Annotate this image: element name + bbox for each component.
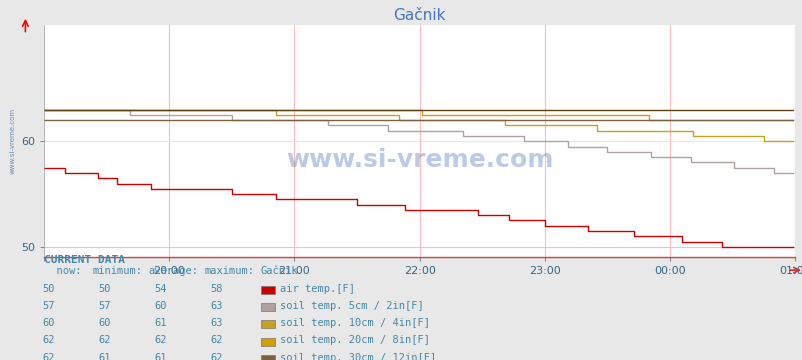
Text: 62: 62 [210, 336, 223, 346]
Text: air temp.[F]: air temp.[F] [280, 284, 354, 294]
Text: 61: 61 [154, 318, 167, 328]
Text: 58: 58 [210, 284, 223, 294]
Text: 62: 62 [98, 336, 111, 346]
Text: 62: 62 [210, 353, 223, 360]
Text: www.si-vreme.com: www.si-vreme.com [10, 108, 15, 174]
Text: soil temp. 30cm / 12in[F]: soil temp. 30cm / 12in[F] [280, 353, 436, 360]
Text: 62: 62 [42, 353, 55, 360]
Title: Gačnik: Gačnik [393, 8, 445, 23]
Text: 60: 60 [42, 318, 55, 328]
Text: soil temp. 5cm / 2in[F]: soil temp. 5cm / 2in[F] [280, 301, 423, 311]
Text: 61: 61 [98, 353, 111, 360]
Text: minimum:: minimum: [92, 266, 142, 276]
Text: 60: 60 [98, 318, 111, 328]
Text: 57: 57 [98, 301, 111, 311]
Text: maximum:: maximum: [205, 266, 254, 276]
Text: www.si-vreme.com: www.si-vreme.com [286, 148, 553, 172]
Text: 62: 62 [154, 336, 167, 346]
Text: 50: 50 [98, 284, 111, 294]
Text: soil temp. 10cm / 4in[F]: soil temp. 10cm / 4in[F] [280, 318, 430, 328]
Text: CURRENT DATA: CURRENT DATA [44, 255, 125, 265]
Text: 63: 63 [210, 301, 223, 311]
Text: 57: 57 [42, 301, 55, 311]
Text: average:: average: [148, 266, 198, 276]
Text: 54: 54 [154, 284, 167, 294]
Text: Gačnik: Gačnik [261, 266, 298, 276]
Text: now:: now: [44, 266, 82, 276]
Text: 62: 62 [42, 336, 55, 346]
Text: 60: 60 [154, 301, 167, 311]
Text: soil temp. 20cm / 8in[F]: soil temp. 20cm / 8in[F] [280, 336, 430, 346]
Text: 63: 63 [210, 318, 223, 328]
Text: 50: 50 [42, 284, 55, 294]
Text: 61: 61 [154, 353, 167, 360]
